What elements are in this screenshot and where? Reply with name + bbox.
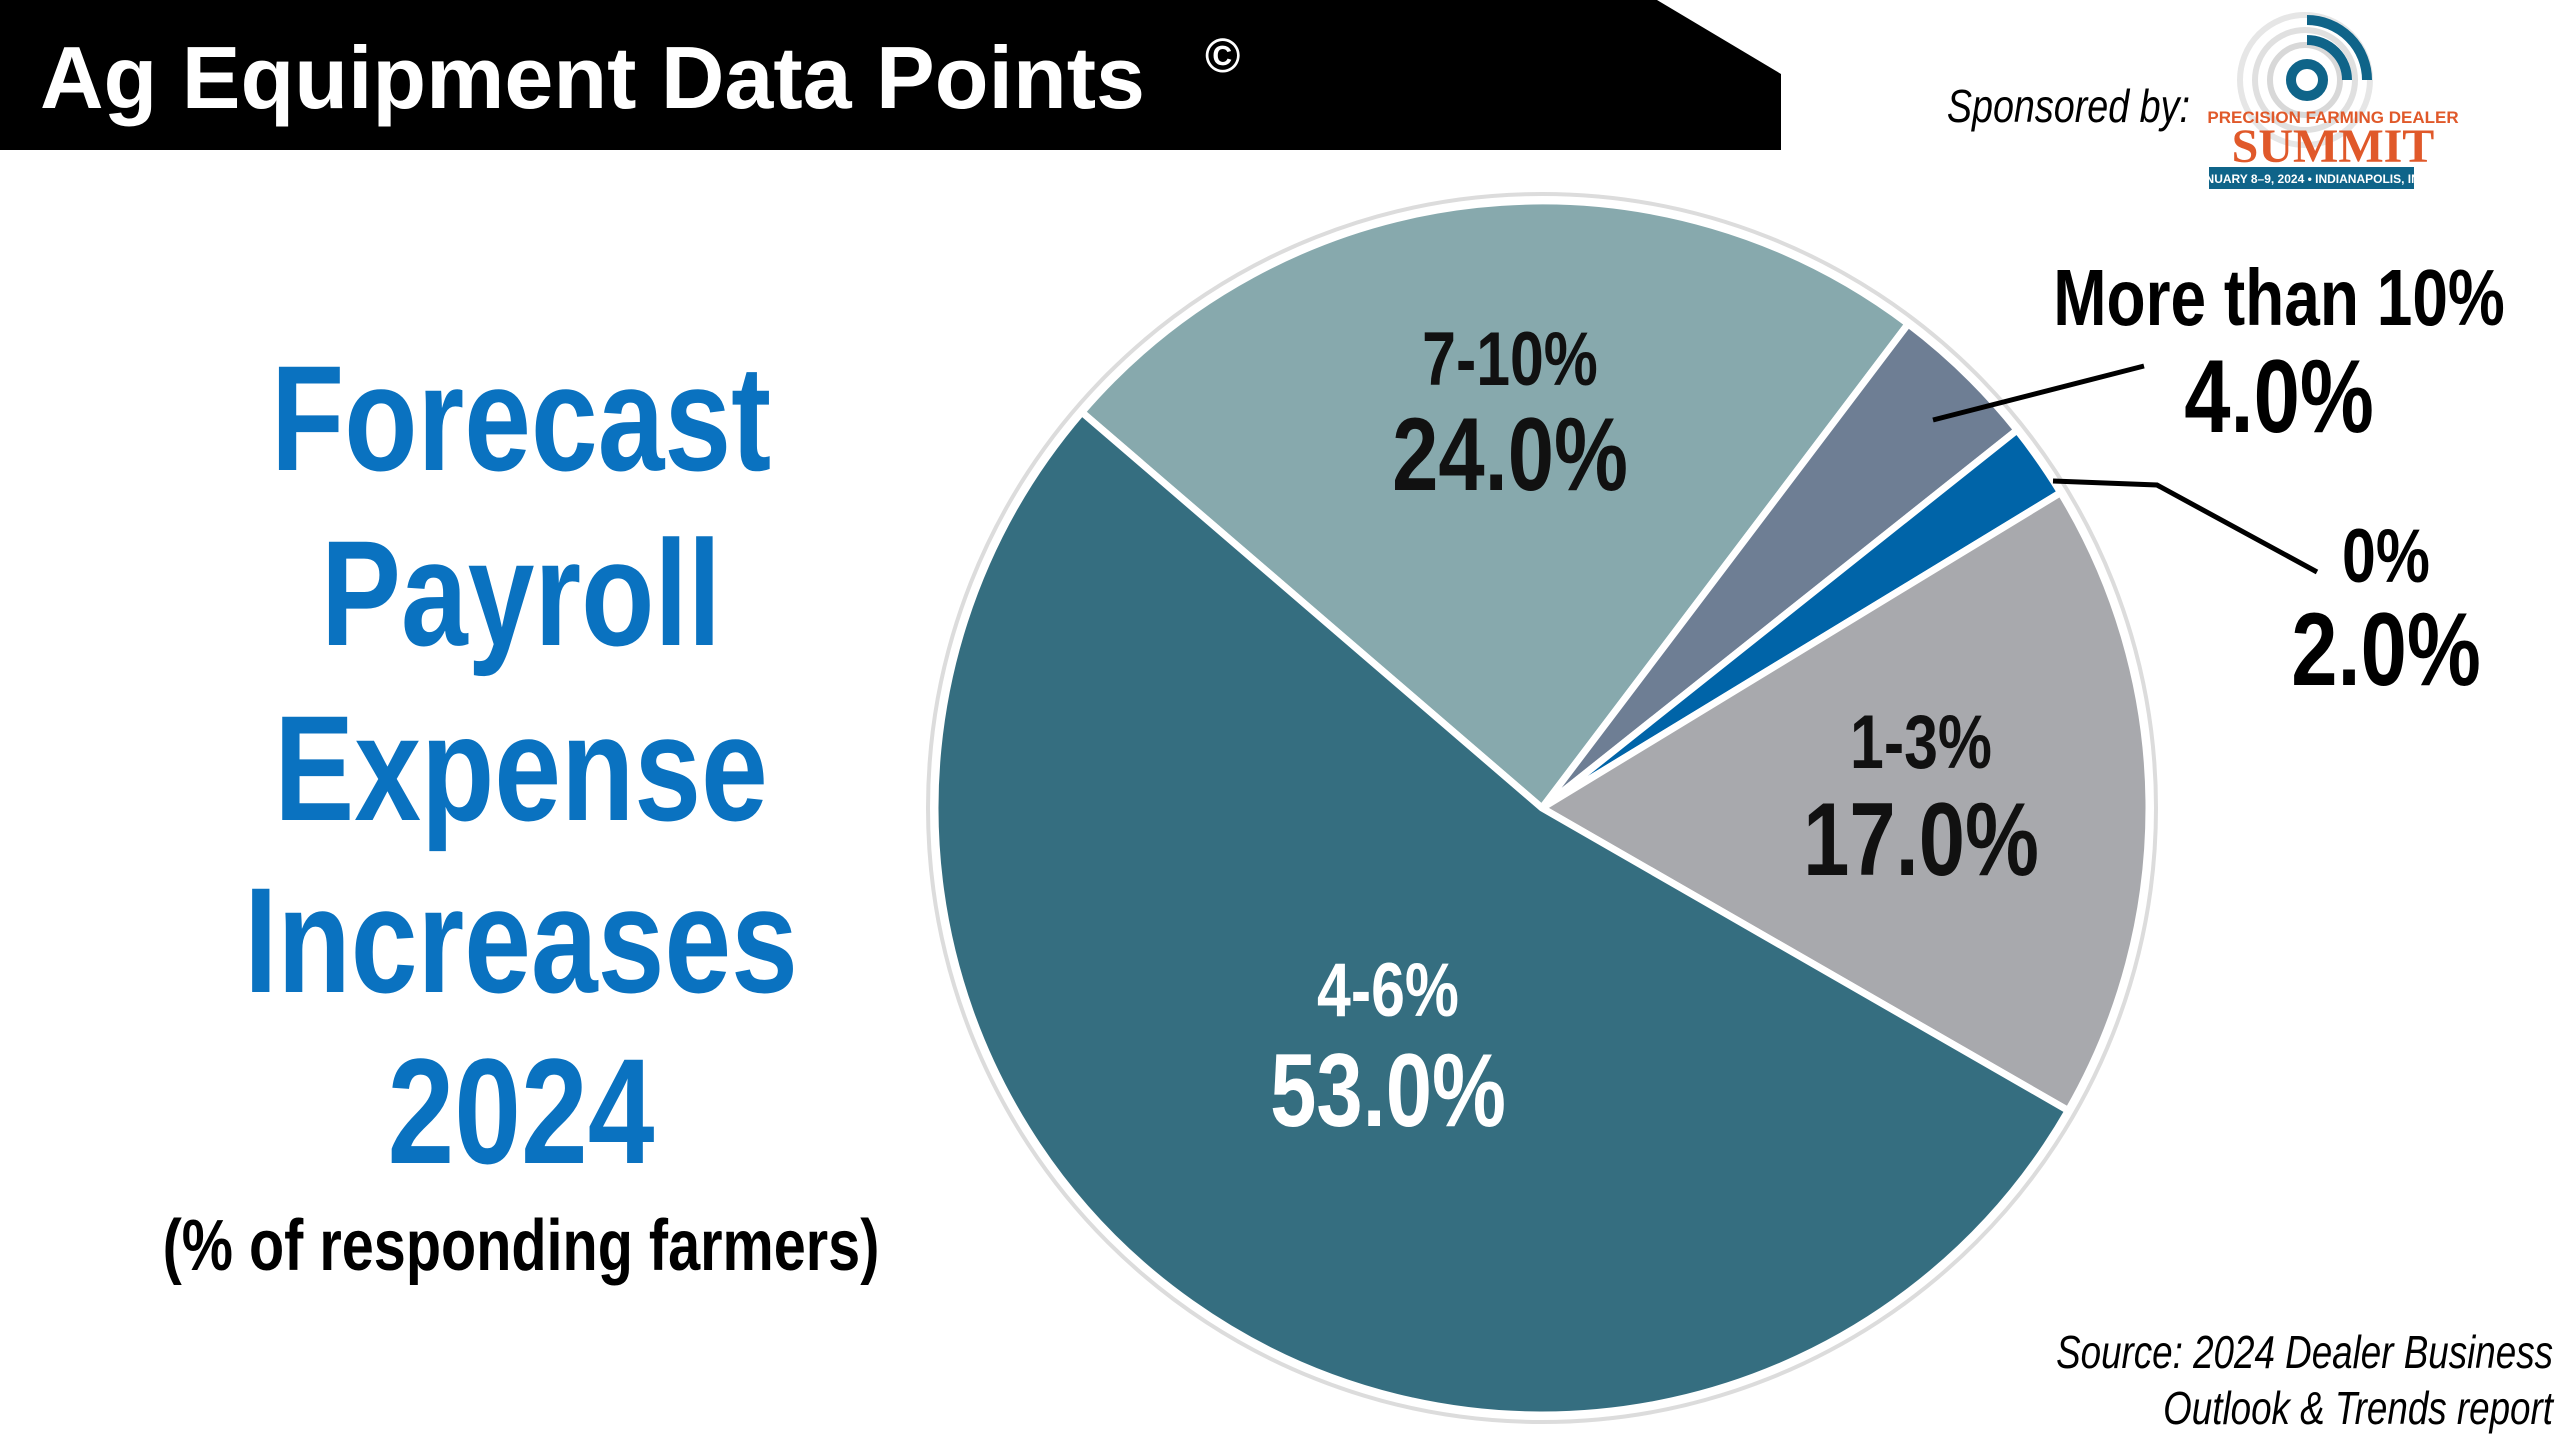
source-line-1: Source: 2024 Dealer Business (2056, 1326, 2553, 1378)
label-1-3: 1-3% (1850, 700, 1992, 785)
svg-text:JANUARY 8–9, 2024 • INDIANAPOL: JANUARY 8–9, 2024 • INDIANAPOLIS, IND. (2190, 172, 2432, 186)
header-title: Ag Equipment Data Points (40, 28, 1145, 127)
summit-logo: PRECISION FARMING DEALER SUMMIT JANUARY … (2190, 12, 2459, 189)
pie-outline (926, 192, 2158, 1424)
value-1-3: 17.0% (1803, 781, 2039, 897)
value-more-than-10: 4.0% (2184, 338, 2374, 454)
title-line-1: Forecast (271, 334, 771, 502)
copyright-mark: © (1205, 30, 1240, 83)
leader-line-0 (2052, 478, 2319, 575)
label-more-than-10: More than 10% (2053, 253, 2505, 342)
pie-slice-1-3 (1538, 489, 2153, 1115)
pie-slice-4-6 (931, 408, 2072, 1419)
title-line-4: Increases (244, 856, 798, 1024)
title-line-2: Payroll (321, 509, 721, 677)
pie-slice-7-10 (1078, 197, 1912, 812)
chart-title: Forecast Payroll Expense Increases 2024 (244, 334, 798, 1195)
title-line-3: Expense (274, 684, 768, 852)
pie-chart (931, 197, 2153, 1419)
source-line-2: Outlook & Trends report (2163, 1382, 2555, 1434)
value-4-6: 53.0% (1270, 1032, 1506, 1148)
svg-text:PRECISION FARMING DEALER: PRECISION FARMING DEALER (2207, 108, 2458, 127)
sponsored-by-label: Sponsored by: (1947, 80, 2190, 131)
title-line-5: 2024 (388, 1027, 655, 1195)
value-7-10: 24.0% (1392, 396, 1628, 512)
svg-text:SUMMIT: SUMMIT (2232, 120, 2435, 173)
label-0: 0% (2342, 514, 2430, 599)
label-7-10: 7-10% (1422, 317, 1598, 402)
chart-subtitle: (% of responding farmers) (163, 1205, 880, 1286)
leader-line-more-than-10 (1932, 363, 2145, 423)
header-bar (0, 0, 1781, 150)
label-4-6: 4-6% (1317, 948, 1459, 1033)
value-0: 2.0% (2291, 591, 2481, 707)
